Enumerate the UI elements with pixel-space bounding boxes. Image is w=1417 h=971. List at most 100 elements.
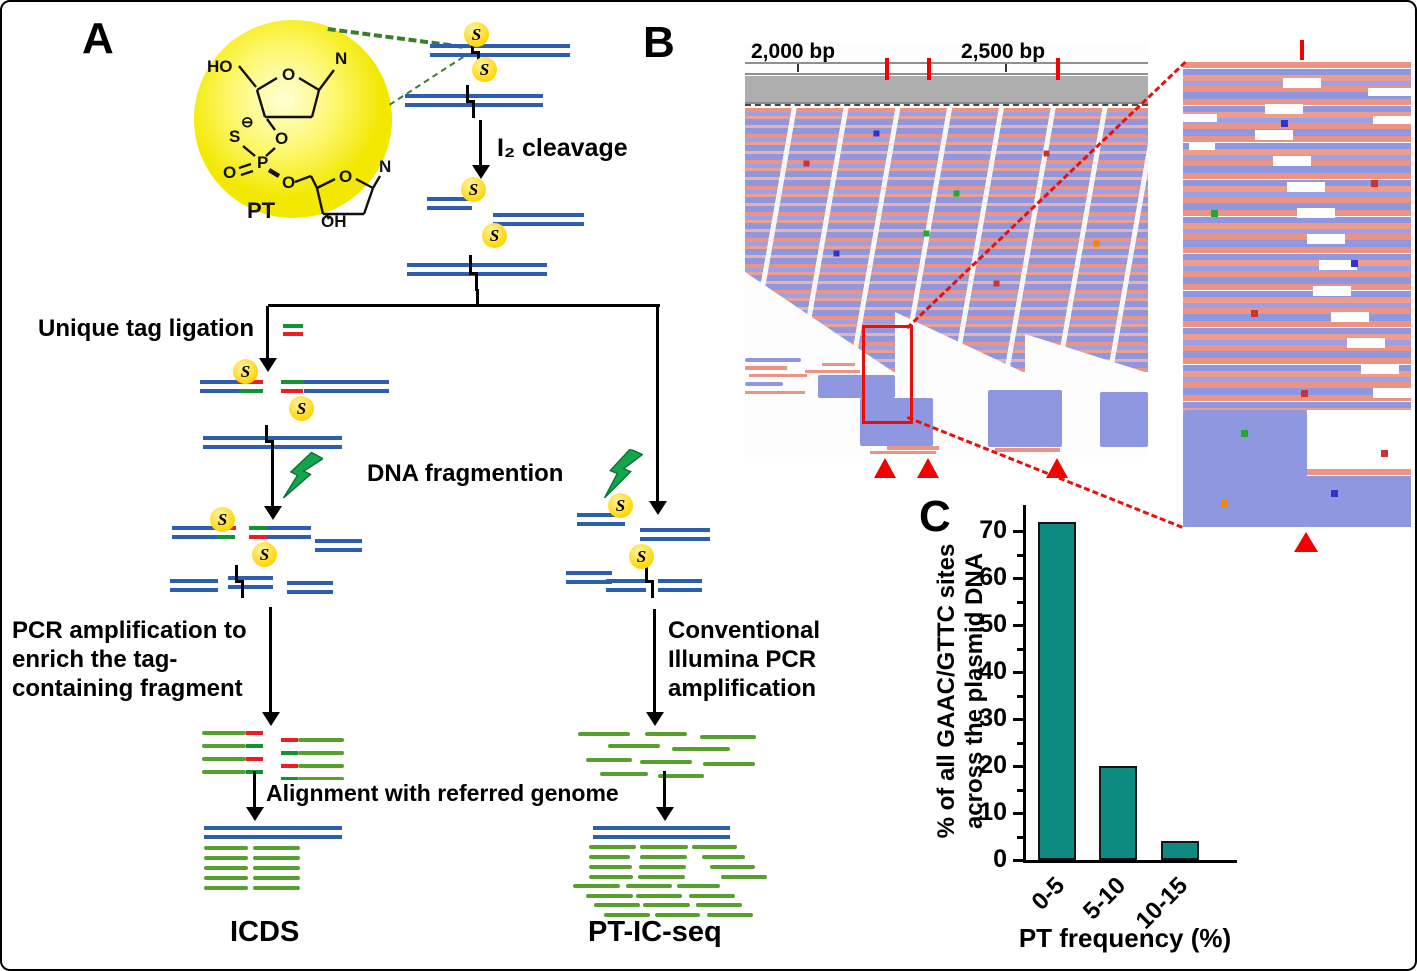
dna-duplex bbox=[200, 380, 239, 393]
y-axis-minor-tick bbox=[1017, 553, 1025, 557]
tag-green bbox=[239, 389, 263, 393]
tag-red bbox=[246, 731, 263, 735]
pt-site-ruler-mark bbox=[1300, 40, 1304, 60]
sequencing-read bbox=[204, 846, 248, 850]
dna-duplex bbox=[267, 526, 311, 539]
read-pair-block bbox=[1183, 410, 1307, 527]
y-axis-line bbox=[1023, 505, 1026, 863]
sequencing-read bbox=[586, 894, 633, 898]
sequencing-read bbox=[589, 845, 636, 849]
read-row bbox=[822, 363, 855, 366]
molecule-label-ho: HO bbox=[207, 57, 233, 76]
y-axis-tick-label: 20 bbox=[979, 751, 1007, 779]
sequencing-read bbox=[721, 875, 767, 879]
tag-green bbox=[246, 744, 263, 748]
molecule-bonds bbox=[238, 65, 382, 220]
reads-gap bbox=[1373, 388, 1411, 398]
bar-chart: % of all GAAC/GTTC sites across the plas… bbox=[915, 495, 1250, 965]
reads-gap bbox=[1319, 260, 1357, 270]
track-divider bbox=[745, 104, 1148, 106]
x-axis-line bbox=[1023, 860, 1237, 863]
pt-site-marker-icon bbox=[874, 458, 896, 478]
bar-0-5 bbox=[1038, 521, 1076, 860]
panel-b-label: B bbox=[643, 18, 675, 67]
sequencing-read bbox=[204, 876, 248, 880]
molecule-label-ring-o-bottom: O bbox=[339, 167, 352, 186]
sequencing-read bbox=[645, 732, 687, 736]
sequencing-read bbox=[573, 884, 620, 888]
step-i2-cleavage: I₂ cleavage bbox=[497, 134, 628, 162]
output-label-icds: ICDS bbox=[230, 916, 300, 948]
y-axis-minor-tick bbox=[1017, 788, 1025, 792]
sequencing-read bbox=[202, 757, 246, 761]
reads-gap bbox=[1313, 286, 1351, 296]
tag-red bbox=[249, 535, 267, 539]
sequencing-read bbox=[608, 744, 660, 748]
pt-site-marker-icon bbox=[917, 458, 939, 478]
tag-red bbox=[283, 332, 303, 336]
dna-duplex bbox=[493, 213, 584, 226]
sequencing-read bbox=[702, 855, 745, 859]
molecule-label-o-double: O bbox=[223, 163, 236, 182]
y-axis-major-tick bbox=[1013, 577, 1025, 580]
tag-red bbox=[246, 757, 263, 761]
nick-icon bbox=[645, 565, 654, 598]
y-axis-major-tick bbox=[1013, 530, 1025, 533]
sequencing-read bbox=[202, 770, 246, 774]
y-axis-tick-label: 0 bbox=[993, 845, 1007, 873]
reads-gap bbox=[1347, 338, 1385, 348]
panel-a-label: A bbox=[82, 14, 114, 63]
step-alignment: Alignment with referred genome bbox=[266, 780, 619, 807]
tag-green bbox=[281, 751, 298, 755]
igv-alignment-panel: 2,000 bp 2,500 bp bbox=[745, 40, 1148, 457]
tag-green bbox=[217, 535, 235, 539]
dna-duplex bbox=[658, 579, 702, 592]
pt-sulfur-badge: S bbox=[461, 177, 486, 202]
read-pair-block bbox=[1100, 392, 1148, 447]
sequencing-read bbox=[578, 732, 630, 736]
pt-site-marker-icon bbox=[1046, 458, 1068, 478]
bar-5-10 bbox=[1099, 766, 1137, 860]
pt-molecule-diagram: HO O N S ⊖ P O O O O N OH PT bbox=[194, 20, 392, 228]
dna-duplex bbox=[172, 526, 218, 539]
reads-gap bbox=[1307, 234, 1345, 244]
reads-gap bbox=[1255, 130, 1293, 140]
y-axis-major-tick bbox=[1013, 671, 1025, 674]
read-pair-block bbox=[988, 390, 1062, 447]
read-row bbox=[995, 448, 1060, 452]
y-axis-major-tick bbox=[1013, 718, 1025, 721]
tag-green bbox=[249, 526, 267, 530]
sequencing-read bbox=[655, 913, 700, 917]
y-axis-minor-tick bbox=[1017, 835, 1025, 839]
reads-gap bbox=[1183, 114, 1217, 122]
reads-gap bbox=[1368, 88, 1411, 96]
sequencing-read bbox=[636, 894, 682, 898]
y-axis-major-tick bbox=[1013, 812, 1025, 815]
molecule-label-p: P bbox=[257, 153, 268, 172]
pt-sulfur-badge: S bbox=[608, 493, 633, 518]
nick-icon bbox=[235, 565, 244, 598]
sequencing-read bbox=[643, 903, 690, 907]
step-unique-tag-ligation: Unique tag ligation bbox=[38, 315, 254, 342]
fragmentation-bolt-icon bbox=[603, 448, 644, 499]
pt-site-ruler-mark bbox=[1056, 58, 1060, 80]
reads-gap bbox=[1331, 312, 1369, 322]
molecule-label-n: N bbox=[335, 49, 347, 68]
tag-green bbox=[283, 324, 303, 328]
nick-icon bbox=[265, 425, 274, 458]
step-pcr-right: Conventional Illumina PCR amplification bbox=[668, 617, 821, 702]
sequencing-read bbox=[298, 751, 344, 755]
sequencing-read bbox=[589, 865, 632, 869]
sequencing-read bbox=[298, 764, 344, 768]
sequencing-read bbox=[626, 884, 672, 888]
reads-gap bbox=[1189, 142, 1215, 150]
sequencing-read bbox=[202, 744, 246, 748]
sequencing-read bbox=[700, 735, 756, 739]
sequencing-read bbox=[253, 866, 300, 870]
pt-sulfur-badge: S bbox=[210, 507, 235, 532]
y-axis-tick-label: 60 bbox=[979, 563, 1007, 591]
y-axis-tick-label: 10 bbox=[979, 798, 1007, 826]
flow-arrow bbox=[471, 120, 490, 179]
flow-arrow bbox=[655, 771, 674, 821]
flow-arrow bbox=[648, 306, 667, 515]
